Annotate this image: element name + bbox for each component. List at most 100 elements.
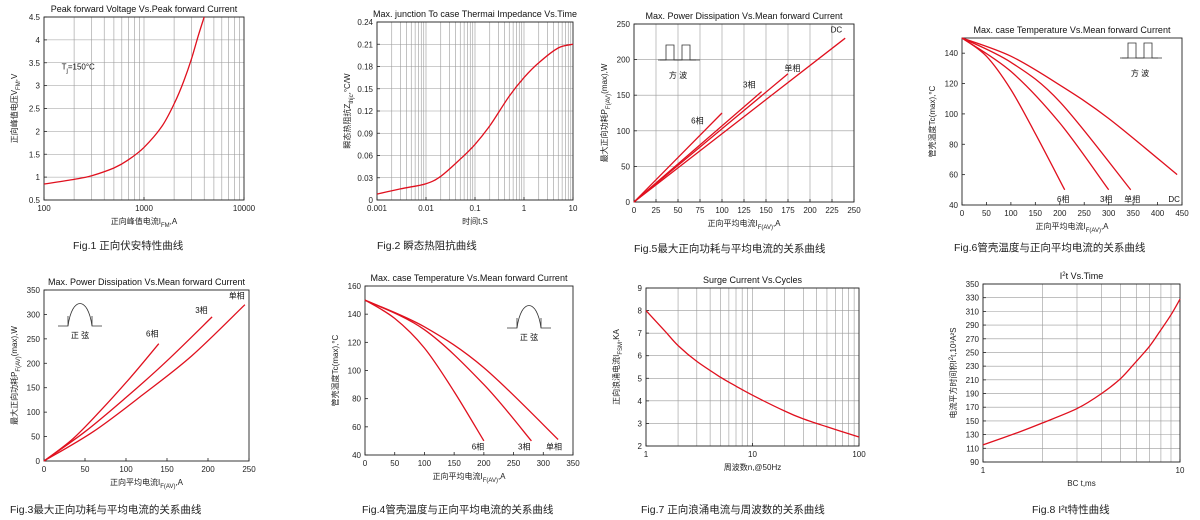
y-tick-label: 350 [966,280,980,289]
y-tick-label: 2.5 [29,105,41,114]
y-tick-label: 250 [27,335,41,344]
series-line-5-0 [364,299,485,442]
x-axis-label: 正向平均电流IF(AV),A [707,218,781,231]
grid [43,16,244,201]
x-tick-label: 225 [825,206,839,215]
y-axis-label: 管壳温度Tc(max),°C [927,85,937,157]
chart-title: Max. Power Dissipation Vs.Mean forward C… [48,277,246,287]
y-tick-label: 9 [638,284,643,293]
plot-frame [43,289,250,462]
x-tick-label: 450 [1175,209,1189,218]
x-tick-label: 0 [632,206,637,215]
x-tick-label: 150 [1029,209,1043,218]
grid [376,21,573,201]
chart-title: Surge Current Vs.Cycles [703,275,803,285]
chart-title: Peak forward Voltage Vs.Peak forward Cur… [51,4,238,14]
x-tick-label: 250 [847,206,861,215]
y-tick-label: 60 [352,423,361,432]
y-tick-label: 100 [617,127,631,136]
y-tick-label: 270 [966,335,980,344]
chart-title: I2t Vs.Time [1060,271,1104,281]
series-line-2-0 [633,37,846,203]
y-tick-label: 4 [36,36,41,45]
figure-caption: Fig.1 正向伏安特性曲线 [73,239,184,252]
chart-title: Max. case Temperature Vs.Mean forward Cu… [371,273,568,283]
x-tick-label: 250 [1078,209,1092,218]
x-tick-label: 0 [960,209,965,218]
x-tick-label: 300 [1102,209,1116,218]
y-tick-label: 0.06 [357,152,373,161]
series-label: 单相 [1124,194,1140,204]
figure-caption: Fig.2 瞬态热阻抗曲线 [377,239,477,252]
x-tick-label: 250 [507,459,521,468]
y-tick-label: 350 [27,286,41,295]
y-axis-label: 瞬态热阻抗Zthjc,°C/W [342,73,355,149]
y-tick-label: 50 [31,433,40,442]
y-tick-label: 0.18 [357,63,373,72]
waveform-path [58,303,102,327]
y-tick-label: 0.24 [357,18,373,27]
y-tick-label: 150 [27,384,41,393]
chart-panel-7: 1 10 100 2 3 4 5 6 7 8 9 Surge Current Vs.Cycles 周波数… [611,275,866,516]
series-line-4-0 [43,343,160,462]
series-line [43,16,205,185]
series-line-3-3 [961,37,1178,176]
y-tick-label: 100 [348,367,362,376]
x-axis-label: 正向平均电流IF(AV),A [1035,221,1109,234]
x-tick-label: 150 [160,465,174,474]
x-tick-label: 10 [748,450,757,459]
chart-panel-3: 0 25 50 75 100 125 150 175 200 225 250 0 50 100 150 200… [599,11,861,255]
y-tick-label: 210 [966,376,980,385]
y-tick-label: 7 [638,329,643,338]
x-axis-label: 时间t,S [462,216,488,226]
x-tick-label: 100 [119,465,133,474]
plot-frame [961,37,1183,206]
chart-panel-6: 0 50 100 150 200 250 300 350 40 60 80 100 120 140 160 M… [330,273,580,516]
series-line-4-2 [43,304,246,462]
series-label: DC [831,26,843,35]
series-label: 6相 [472,441,484,451]
y-axis-label: 正向峰值电压VFM,V [9,73,22,143]
y-tick-label: 120 [348,338,362,347]
grid [982,283,1180,463]
x-tick-label: 100 [1004,209,1018,218]
x-tick-label: 0.001 [367,204,388,213]
waveform-path [1122,42,1158,59]
x-tick-label: 350 [1126,209,1140,218]
x-axis-label: 正向平均电流IF(AV),A [432,471,506,484]
y-tick-label: 4.5 [29,13,41,22]
series-line-2-3 [633,112,723,203]
y-tick-label: 0.5 [29,196,41,205]
series-label: 3相 [743,79,755,89]
y-tick-label: 40 [949,201,958,210]
x-tick-label: 250 [242,465,256,474]
waveform-path [507,305,551,329]
x-tick-label: 300 [537,459,551,468]
series-label: 单相 [784,63,800,73]
waveform-label: 正 弦 [520,332,538,342]
y-tick-label: 40 [352,451,361,460]
series-label: DC [1168,195,1180,204]
y-tick-label: 80 [949,140,958,149]
y-tick-label: 2 [36,127,41,136]
waveform-label: 方 波 [1131,68,1149,78]
series-label: 6相 [1057,194,1069,204]
x-axis-label: 正向平均电流IF(AV),A [110,477,184,490]
x-tick-label: 125 [737,206,751,215]
y-tick-label: 150 [966,417,980,426]
y-tick-label: 250 [966,348,980,357]
y-tick-label: 80 [352,395,361,404]
chart-panel-8: 1 109011013015017019021023025027029031033… [948,271,1185,516]
chart-title: Max. case Temperature Vs.Mean forward Cu… [974,25,1171,35]
x-tick-label: 50 [982,209,991,218]
grid [645,287,859,447]
figure-caption: Fig.7 正向浪涌电流与周波数的关系曲线 [641,503,825,516]
figure-caption: Fig.5最大正向功耗与平均电流的关系曲线 [634,242,826,255]
x-tick-label: 100 [37,204,51,213]
x-tick-label: 75 [696,206,705,215]
half-sine-wave-icon: 正 弦 [58,303,102,340]
series-line-5-2 [364,299,559,440]
y-tick-label: 330 [966,294,980,303]
series-label: 6相 [146,328,158,338]
figure-caption: Fig.4管壳温度与正向平均电流的关系曲线 [362,503,554,516]
